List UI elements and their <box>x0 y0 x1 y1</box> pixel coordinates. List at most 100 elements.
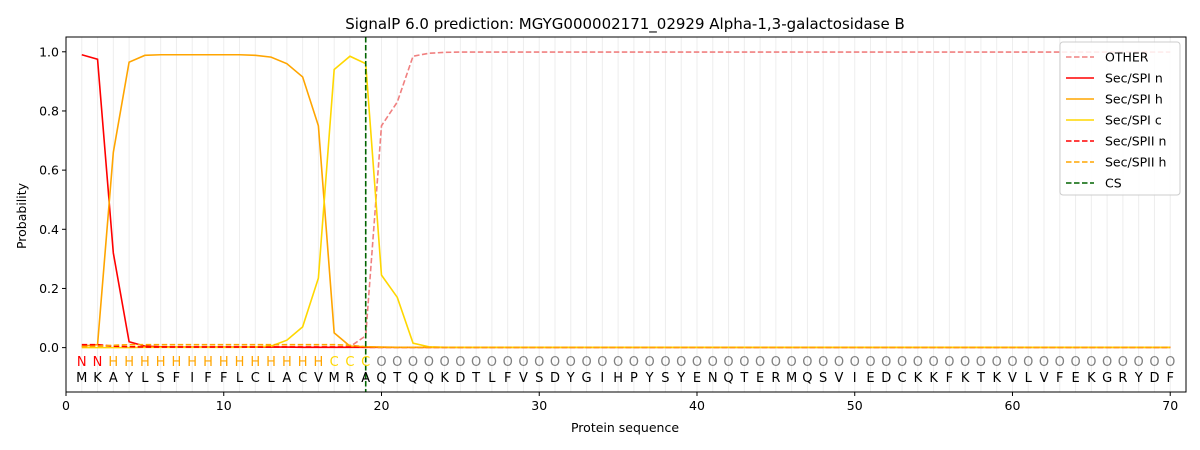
legend-box <box>1059 41 1181 196</box>
region-label-18: C <box>345 355 354 370</box>
series-line-sec-spi-c <box>81 55 1171 349</box>
residue-letter-43: T <box>739 371 748 386</box>
y-tick-label-0: 0.0 <box>39 340 59 355</box>
region-label-7: H <box>172 355 182 370</box>
region-label-28: O <box>503 355 513 370</box>
plot-frame <box>65 36 1187 393</box>
x-tick-label-40: 40 <box>689 398 705 413</box>
legend-label-cs: CS <box>1105 176 1122 191</box>
residue-letter-8: I <box>190 371 194 386</box>
region-label-45: O <box>771 355 781 370</box>
x-axis-label: Protein sequence <box>571 420 679 435</box>
residue-letter-47: Q <box>802 371 812 386</box>
residue-letter-24: K <box>440 371 449 386</box>
residue-letter-70: F <box>1166 371 1173 386</box>
region-label-30: O <box>534 355 544 370</box>
region-label-6: H <box>156 355 166 370</box>
region-label-2: N <box>93 355 103 370</box>
residue-letter-2: K <box>93 371 102 386</box>
x-tick-label-0: 0 <box>62 398 70 413</box>
region-label-46: O <box>787 355 797 370</box>
series-line-sec-spi-h <box>81 53 1171 349</box>
residue-letter-57: K <box>961 371 970 386</box>
y-tick-label-1: 0.2 <box>39 281 59 296</box>
residue-letter-64: E <box>1071 371 1079 386</box>
region-label-62: O <box>1039 355 1049 370</box>
region-label-16: H <box>314 355 324 370</box>
region-label-41: O <box>708 355 718 370</box>
region-label-63: O <box>1055 355 1065 370</box>
legend: OTHER Sec/SPI n Sec/SPI h Sec/SPI c Sec/SPII… <box>1059 41 1181 196</box>
x-tick-label-60: 60 <box>1005 398 1021 413</box>
region-label-61: O <box>1023 355 1033 370</box>
region-label-54: O <box>913 355 923 370</box>
y-tick-label-3: 0.6 <box>39 163 59 178</box>
legend-label-sec-spii-n: Sec/SPII n <box>1105 134 1166 149</box>
region-label-22: O <box>408 355 418 370</box>
region-label-57: O <box>960 355 970 370</box>
residue-letter-61: L <box>1025 371 1033 386</box>
legend-label-sec-spii-h: Sec/SPII h <box>1105 155 1166 170</box>
region-label-31: O <box>550 355 560 370</box>
x-tick-label-30: 30 <box>531 398 547 413</box>
region-label-65: O <box>1086 355 1096 370</box>
region-label-42: O <box>723 355 733 370</box>
residue-letter-50: I <box>853 371 857 386</box>
residue-letter-20: Q <box>376 371 386 386</box>
region-label-29: O <box>518 355 528 370</box>
region-label-17: C <box>330 355 339 370</box>
residue-letter-60: V <box>1008 371 1017 386</box>
residue-letter-35: H <box>613 371 623 386</box>
residue-letter-62: V <box>1040 371 1049 386</box>
region-label-48: O <box>818 355 828 370</box>
residue-letter-69: D <box>1149 371 1159 386</box>
residue-letter-27: L <box>488 371 496 386</box>
residue-letter-53: C <box>898 371 907 386</box>
region-label-21: O <box>392 355 402 370</box>
residue-letter-63: F <box>1056 371 1063 386</box>
region-label-27: O <box>487 355 497 370</box>
residue-letter-18: R <box>345 371 354 386</box>
region-label-36: O <box>629 355 639 370</box>
residue-letter-26: T <box>471 371 480 386</box>
region-label-26: O <box>471 355 481 370</box>
region-label-60: O <box>1007 355 1017 370</box>
region-label-53: O <box>897 355 907 370</box>
chart-title: SignalP 6.0 prediction: MGYG000002171_02… <box>345 15 905 34</box>
region-label-59: O <box>992 355 1002 370</box>
residue-letter-39: Y <box>676 371 685 386</box>
x-tick-label-20: 20 <box>374 398 390 413</box>
x-tick-label-10: 10 <box>216 398 232 413</box>
legend-label-sec-spi-h: Sec/SPI h <box>1105 92 1163 107</box>
residue-letter-9: F <box>204 371 211 386</box>
x-tick-label-70: 70 <box>1162 398 1178 413</box>
residue-letter-15: C <box>298 371 307 386</box>
residue-letter-3: A <box>109 371 118 386</box>
residue-letter-6: S <box>157 371 165 386</box>
residue-letter-14: A <box>282 371 291 386</box>
region-label-1: N <box>77 355 87 370</box>
residue-letter-58: T <box>976 371 985 386</box>
region-label-8: H <box>187 355 197 370</box>
region-label-10: H <box>219 355 229 370</box>
residue-letter-22: Q <box>408 371 418 386</box>
region-label-44: O <box>755 355 765 370</box>
region-label-19: C <box>361 355 370 370</box>
region-label-5: H <box>140 355 150 370</box>
residue-letter-1: M <box>76 371 87 386</box>
region-label-66: O <box>1102 355 1112 370</box>
region-label-37: O <box>645 355 655 370</box>
residue-letter-36: P <box>630 371 638 386</box>
region-label-50: O <box>850 355 860 370</box>
residue-letter-7: F <box>173 371 180 386</box>
series-line-other <box>81 51 1171 348</box>
residue-letter-34: I <box>600 371 604 386</box>
residue-letter-29: V <box>519 371 528 386</box>
y-tick-label-2: 0.4 <box>39 222 59 237</box>
y-tick-label-4: 0.8 <box>39 103 59 118</box>
residue-letter-21: T <box>392 371 401 386</box>
legend-label-other: OTHER <box>1105 50 1149 65</box>
residue-letter-59: K <box>992 371 1001 386</box>
residue-letter-19: A <box>361 371 370 386</box>
residue-letter-68: Y <box>1134 371 1143 386</box>
